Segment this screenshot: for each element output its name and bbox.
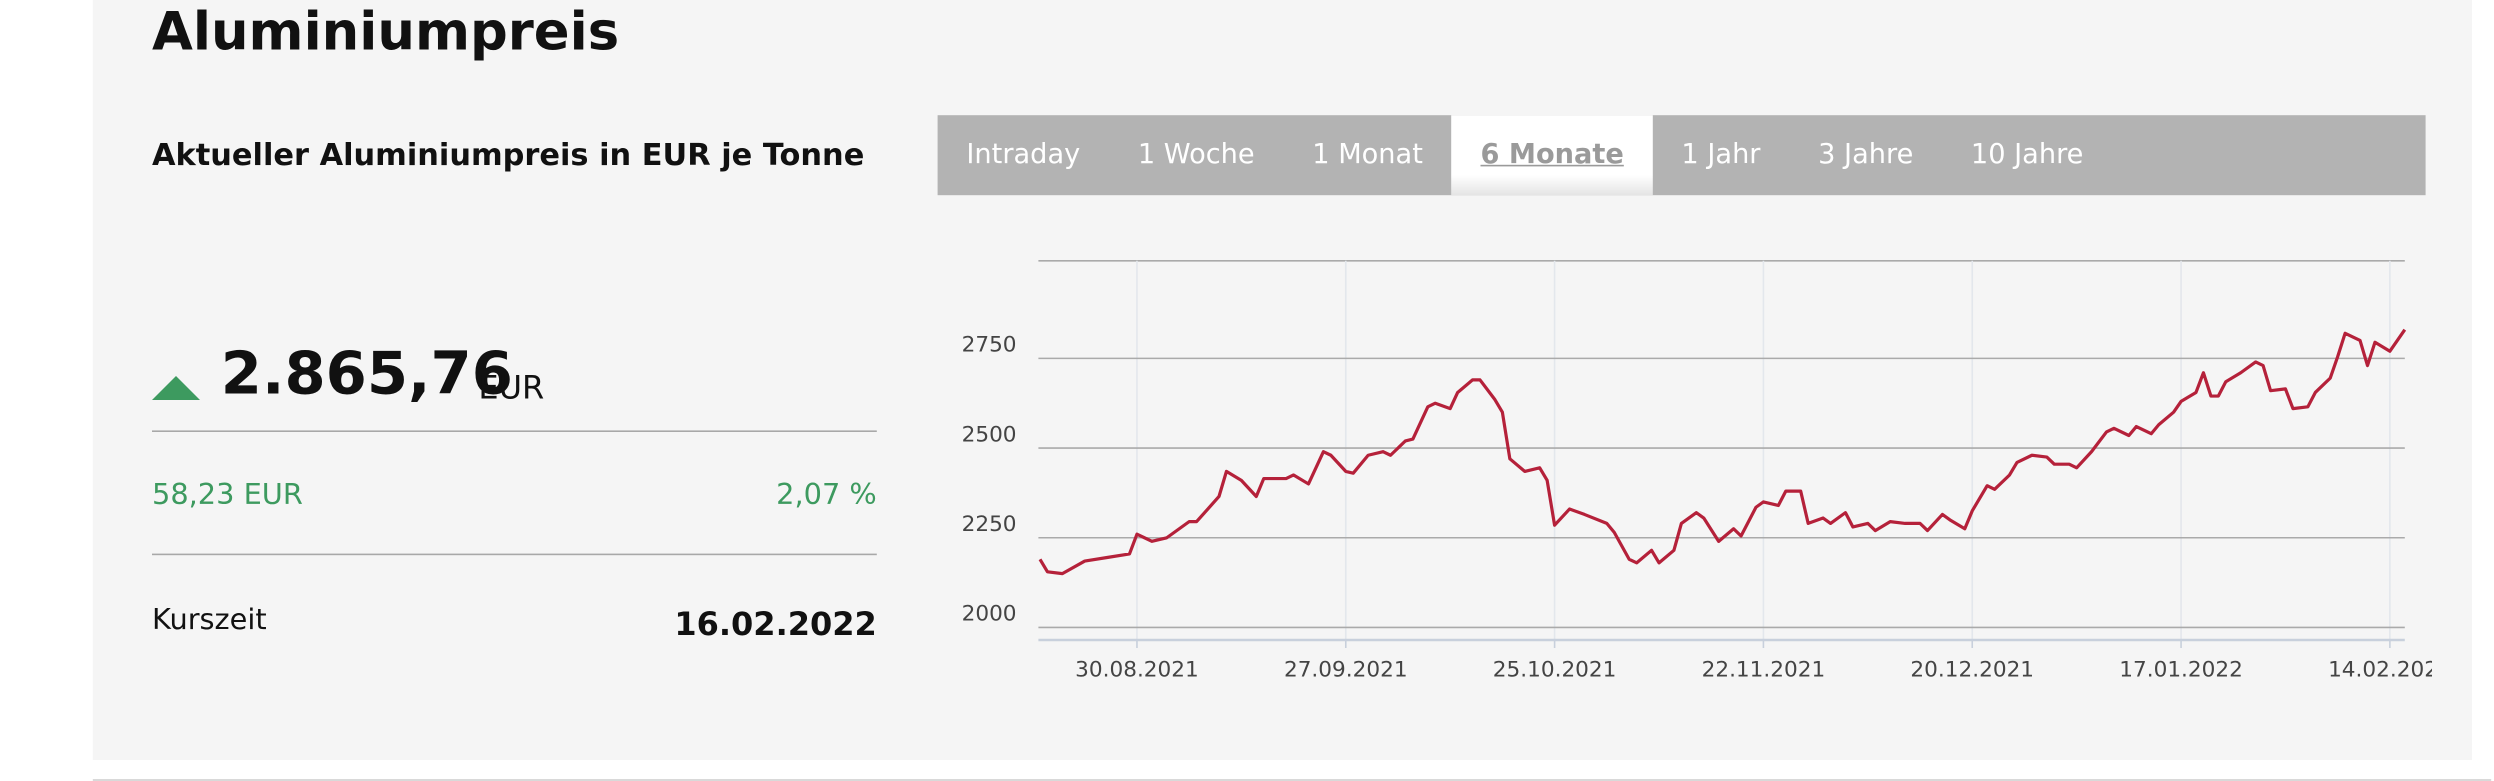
currency: EUR <box>478 368 545 407</box>
tab[interactable]: 1 Monat <box>1312 139 1423 172</box>
chart: 30.08.2021 27.09.2021 25.10.2021 22.11.2021… <box>962 260 2432 682</box>
x-tick-label: 22.11.2021 <box>1702 657 1826 682</box>
tab[interactable]: 1 Woche <box>1137 139 1255 172</box>
x-tick-label: 14.02.2022 <box>2328 657 2432 682</box>
price-line <box>1038 328 2407 576</box>
y-tick-label: 2500 <box>962 422 1017 447</box>
tab[interactable]: 10 Jahre <box>1970 139 2084 172</box>
x-tick-label: 27.09.2021 <box>1284 657 1408 682</box>
title: Aluminiumpreis <box>152 0 620 63</box>
y-tick-label: 2750 <box>962 333 1017 358</box>
tab-bar: Intraday 1 Woche 1 Monat 6 Monate 1 Jahr 3 Ja… <box>937 115 2426 196</box>
tab[interactable]: Intraday <box>966 139 1081 172</box>
change-percent: 2,07 % <box>776 478 877 512</box>
tab[interactable]: 1 Jahr <box>1681 139 1761 172</box>
x-tick-label: 20.12.2021 <box>1910 657 2034 682</box>
x-tick-label: 25.10.2021 <box>1493 657 1617 682</box>
price: 2.865,76 <box>220 339 513 408</box>
time: 16.02.2022 <box>674 604 877 644</box>
up-arrow <box>152 376 200 400</box>
divider <box>152 553 877 556</box>
change: 58,23 EUR <box>152 478 303 512</box>
y-tick-label: 2000 <box>962 602 1017 627</box>
y-tick-label: 2250 <box>962 512 1017 537</box>
tab[interactable]: 3 Jahre <box>1818 139 1914 172</box>
divider <box>152 430 877 432</box>
x-tick-label: 30.08.2021 <box>1075 657 1199 682</box>
tab[interactable]: 6 Monate <box>1451 115 1653 196</box>
x-tick-label: 17.01.2022 <box>2119 657 2243 682</box>
subtitle: Aktueller Aluminiumpreis in EUR je Tonne <box>152 137 865 173</box>
time-label: Kurszeit <box>152 603 267 637</box>
